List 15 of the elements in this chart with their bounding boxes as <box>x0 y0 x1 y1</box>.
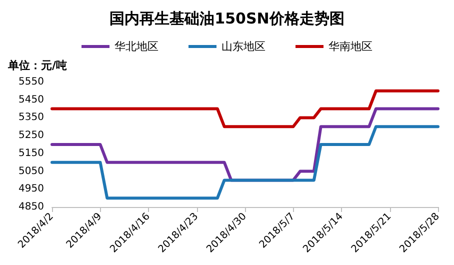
y-tick-label: 5450 <box>18 94 44 106</box>
y-tick-label: 5350 <box>18 112 44 124</box>
chart-title: 国内再生基础油150SN价格走势图 <box>110 10 344 28</box>
y-tick-label: 4950 <box>18 184 44 195</box>
y-tick-label: 5050 <box>18 166 44 177</box>
line-series <box>50 89 440 128</box>
y-tick-label: 5550 <box>18 76 44 88</box>
legend-label: 华北地区 <box>114 40 158 53</box>
y-tick-label: 5250 <box>18 130 44 142</box>
y-tick-label: 5150 <box>18 148 44 159</box>
y-tick-label: 4850 <box>18 202 44 212</box>
line-series <box>50 125 440 200</box>
legend-label: 山东地区 <box>222 40 266 53</box>
text: 单位：元/吨 <box>7 59 68 72</box>
legend-label: 华南地区 <box>328 40 372 53</box>
